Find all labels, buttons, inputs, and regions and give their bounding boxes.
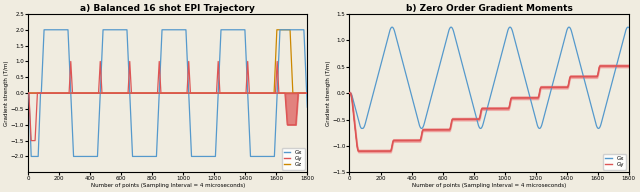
Title: b) Zero Order Gradient Moments: b) Zero Order Gradient Moments (406, 4, 573, 13)
X-axis label: Number of points (Sampling Interval = 4 microseconds): Number of points (Sampling Interval = 4 … (412, 183, 566, 188)
Y-axis label: Gradient strength (T/m): Gradient strength (T/m) (4, 60, 9, 126)
X-axis label: Number of points (Sampling Interval = 4 microseconds): Number of points (Sampling Interval = 4 … (91, 183, 245, 188)
Title: a) Balanced 16 shot EPI Trajectory: a) Balanced 16 shot EPI Trajectory (81, 4, 255, 13)
Y-axis label: Gradient strength (T/m): Gradient strength (T/m) (326, 60, 330, 126)
Legend: Gx, Gy: Gx, Gy (603, 154, 626, 170)
Legend: Gx, Gy, Gz: Gx, Gy, Gz (282, 148, 305, 170)
